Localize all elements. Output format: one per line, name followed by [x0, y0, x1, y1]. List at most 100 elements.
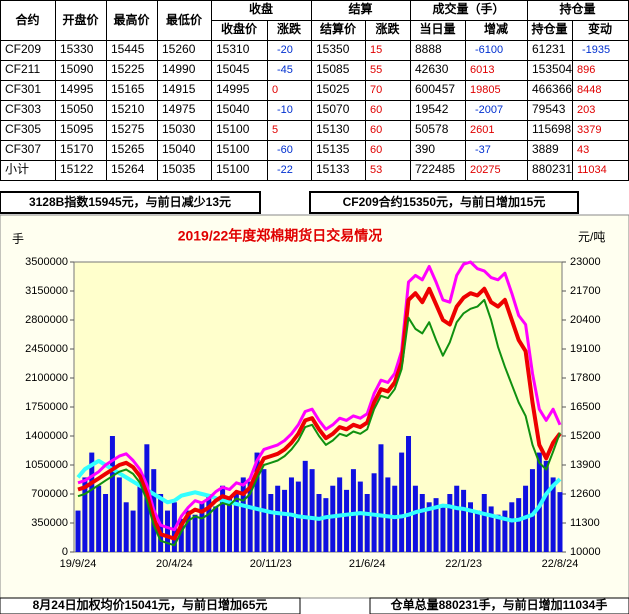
volume-bar: [109, 436, 115, 552]
table-cell-text: 小计: [5, 162, 29, 176]
table-cell-text: 15090: [60, 62, 94, 76]
y2-tick-label: 11300: [570, 517, 600, 529]
table-cell-text: -10: [277, 104, 293, 116]
chart-title: 2019/22年度郑棉期货日交易情况: [178, 228, 383, 244]
volume-bar: [116, 477, 122, 552]
series-line: [77, 298, 561, 547]
table-cell-text: 15122: [60, 162, 94, 176]
volume-bar: [282, 489, 288, 552]
table-cell-text: 15: [370, 44, 382, 56]
table-subheader: 当日量: [419, 21, 455, 36]
table-cell-text: 153504: [532, 62, 572, 76]
table-subheader: 变动: [588, 21, 612, 36]
x-tick-label: 21/6/24: [349, 558, 386, 570]
y2-tick-label: 13900: [570, 459, 601, 471]
volume-bar: [399, 452, 405, 552]
volume-bar: [502, 510, 508, 552]
x-tick-label: 22/8/24: [542, 558, 579, 570]
volume-bar: [474, 510, 480, 552]
volume-bar: [82, 477, 88, 552]
volume-bar: [199, 502, 205, 552]
volume-bar: [364, 494, 370, 552]
table-cell-text: 43: [577, 144, 589, 156]
table-cell-text: 390: [415, 142, 435, 156]
y-tick-label: 350000: [31, 517, 68, 529]
table-cell-text: 600457: [415, 82, 455, 96]
y2-tick-label: 12600: [570, 488, 601, 500]
y2-tick-label: 21700: [570, 285, 601, 297]
footer-box: [0, 597, 301, 614]
table-cell-text: -20: [277, 44, 293, 56]
y-tick-label: 1750000: [25, 401, 68, 413]
table-cell-text: -6100: [475, 44, 503, 56]
table-subheader: 持仓量: [531, 21, 567, 36]
table-cell-text: -1935: [582, 44, 610, 56]
info-box: [309, 191, 579, 214]
y-tick-label: 1050000: [25, 459, 68, 471]
table-cell-text: 15130: [316, 122, 350, 136]
table-cell-text: 15095: [60, 122, 94, 136]
table-cell-text: 19805: [470, 84, 501, 96]
table-cell-text: 8888: [415, 42, 442, 56]
volume-bar: [316, 494, 322, 552]
x-tick-label: 20/11/23: [250, 558, 292, 570]
table-cell-text: 61231: [532, 42, 566, 56]
table-cell-text: 15045: [216, 62, 250, 76]
series-line: [77, 260, 562, 532]
table-cell-text: 15100: [216, 142, 250, 156]
volume-bar: [447, 494, 453, 552]
volume-bar: [488, 506, 494, 552]
y2-axis-label: 元/吨: [578, 230, 605, 244]
table-header: 最高价: [113, 12, 150, 27]
y-tick-label: 2450000: [25, 343, 68, 355]
volume-bar: [323, 498, 329, 552]
x-tick-label: 20/4/24: [156, 558, 193, 570]
y2-tick-label: 17800: [570, 372, 601, 384]
table-cell-text: 115698: [532, 122, 571, 136]
table-cell-text: -60: [277, 144, 293, 156]
table-cell-text: 15100: [216, 122, 250, 136]
table-cell-text: 15170: [60, 142, 94, 156]
volume-bar: [543, 460, 549, 552]
volume-bar: [240, 477, 246, 552]
table-group-header: 持仓量: [559, 1, 595, 16]
info-box: [0, 191, 261, 214]
table-cell-text: 722485: [415, 162, 455, 176]
y-tick-label: 2100000: [25, 372, 68, 384]
volume-bar: [213, 506, 219, 552]
table-cell-text: 15275: [111, 122, 145, 136]
table-cell-text: CF307: [5, 142, 41, 156]
table-header: 开盘价: [62, 12, 99, 27]
volume-bar: [426, 502, 432, 552]
table-cell-text: 60: [370, 144, 382, 156]
volume-bar: [467, 502, 473, 552]
y2-tick-label: 15200: [570, 430, 601, 442]
volume-bar: [96, 485, 102, 552]
volume-bar: [344, 489, 350, 552]
footer-text: 8月24日加权均价15041元，与前日增加65元: [33, 597, 268, 612]
table-cell-text: 14975: [162, 102, 196, 116]
y-tick-label: 0: [62, 546, 68, 558]
volume-bar: [178, 518, 184, 552]
volume-bar: [419, 494, 425, 552]
volume-bar: [406, 436, 412, 552]
volume-bar: [226, 498, 232, 552]
volume-bar: [192, 514, 198, 552]
y-tick-label: 700000: [31, 488, 68, 500]
table-cell-text: 14995: [216, 82, 250, 96]
volume-bar: [233, 494, 239, 552]
table-cell-text: 15025: [316, 82, 350, 96]
table-cell-text: 50578: [415, 122, 449, 136]
table-cell-text: 15265: [111, 142, 145, 156]
y-tick-label: 3150000: [25, 285, 68, 297]
table-subheader: 收盘价: [221, 21, 258, 36]
volume-bar: [350, 469, 356, 552]
series-line: [77, 286, 562, 541]
volume-bar: [357, 481, 363, 552]
table-subheader: 涨跌: [375, 21, 400, 36]
volume-bar: [371, 473, 377, 552]
table-cell-text: -22: [277, 164, 293, 176]
table-cell-text: 60: [370, 124, 382, 136]
table-cell-text: 15030: [162, 122, 196, 136]
table-cell-text: 6013: [470, 64, 494, 76]
